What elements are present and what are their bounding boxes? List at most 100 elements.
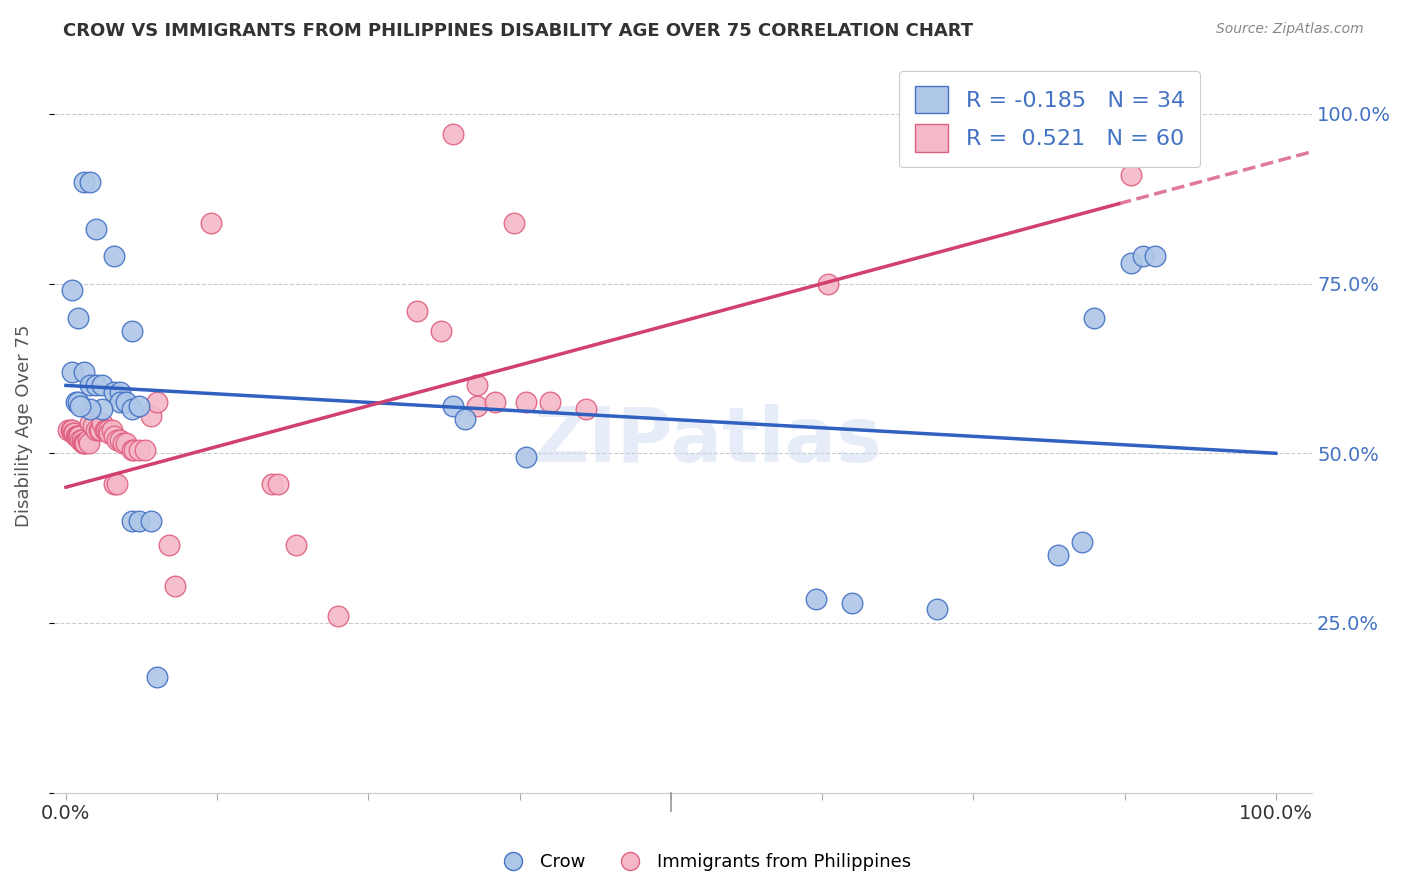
Point <box>115 436 138 450</box>
Point <box>145 670 167 684</box>
Point <box>1132 249 1154 263</box>
Point <box>105 433 128 447</box>
Point <box>1083 310 1105 325</box>
Point <box>75 436 97 450</box>
Point <box>111 436 134 450</box>
Point <box>82 419 104 434</box>
Point <box>93 423 115 437</box>
Point <box>60 423 83 437</box>
Legend: R = -0.185   N = 34, R =  0.521   N = 60: R = -0.185 N = 34, R = 0.521 N = 60 <box>898 70 1201 167</box>
Text: Source: ZipAtlas.com: Source: ZipAtlas.com <box>1216 22 1364 37</box>
Point <box>484 395 506 409</box>
Point <box>122 442 145 457</box>
Point <box>1119 168 1142 182</box>
Point <box>103 476 125 491</box>
Point <box>266 476 288 491</box>
Point <box>58 423 80 437</box>
Point <box>502 215 524 229</box>
Point <box>121 402 143 417</box>
Point <box>128 514 150 528</box>
Point <box>139 409 162 423</box>
Point <box>405 303 427 318</box>
Point <box>515 450 537 464</box>
Point <box>70 433 93 447</box>
Point <box>73 365 96 379</box>
Point <box>103 385 125 400</box>
Point <box>79 416 101 430</box>
Point <box>575 402 598 417</box>
Point <box>79 378 101 392</box>
Point <box>72 436 94 450</box>
Point <box>454 412 477 426</box>
Point <box>260 476 283 491</box>
Point <box>1143 249 1166 263</box>
Point <box>73 175 96 189</box>
Legend: Crow, Immigrants from Philippines: Crow, Immigrants from Philippines <box>488 847 918 879</box>
Point <box>91 378 114 392</box>
Point <box>121 442 143 457</box>
Point <box>841 596 863 610</box>
Text: CROW VS IMMIGRANTS FROM PHILIPPINES DISABILITY AGE OVER 75 CORRELATION CHART: CROW VS IMMIGRANTS FROM PHILIPPINES DISA… <box>63 22 973 40</box>
Point <box>157 538 180 552</box>
Point <box>84 378 107 392</box>
Point <box>91 416 114 430</box>
Point <box>79 402 101 417</box>
Point <box>328 609 350 624</box>
Point <box>925 602 948 616</box>
Point <box>63 425 86 440</box>
Point <box>76 433 98 447</box>
Point <box>110 433 132 447</box>
Point <box>284 538 307 552</box>
Point <box>465 399 488 413</box>
Point <box>65 429 87 443</box>
Point <box>110 385 132 400</box>
Point <box>97 423 120 437</box>
Point <box>105 476 128 491</box>
Y-axis label: Disability Age Over 75: Disability Age Over 75 <box>15 325 32 527</box>
Point <box>1119 256 1142 270</box>
Point <box>1047 548 1070 562</box>
Point <box>134 442 156 457</box>
Point <box>69 433 91 447</box>
Point <box>804 592 827 607</box>
Point <box>139 514 162 528</box>
Point <box>103 249 125 263</box>
Point <box>87 423 110 437</box>
Point <box>121 324 143 338</box>
Point <box>79 175 101 189</box>
Point <box>66 429 89 443</box>
Point <box>103 429 125 443</box>
Point <box>77 436 100 450</box>
Point <box>66 395 89 409</box>
Point <box>128 399 150 413</box>
Point <box>84 423 107 437</box>
Point <box>163 579 186 593</box>
Point <box>101 423 124 437</box>
Point <box>69 399 91 413</box>
Point <box>65 395 87 409</box>
Point <box>441 128 464 142</box>
Point <box>430 324 453 338</box>
Point <box>128 442 150 457</box>
Point <box>441 399 464 413</box>
Point <box>66 310 89 325</box>
Point <box>515 395 537 409</box>
Point <box>67 429 90 443</box>
Point <box>817 277 839 291</box>
Point <box>465 378 488 392</box>
Point <box>121 514 143 528</box>
Point <box>110 395 132 409</box>
Point <box>91 402 114 417</box>
Point <box>94 423 117 437</box>
Point <box>59 423 82 437</box>
Point <box>538 395 561 409</box>
Point <box>84 222 107 236</box>
Point <box>115 395 138 409</box>
Point <box>200 215 222 229</box>
Point <box>60 365 83 379</box>
Point <box>89 423 111 437</box>
Text: ZIPatlas: ZIPatlas <box>534 404 883 478</box>
Point <box>145 395 167 409</box>
Point <box>73 436 96 450</box>
Point <box>62 425 84 440</box>
